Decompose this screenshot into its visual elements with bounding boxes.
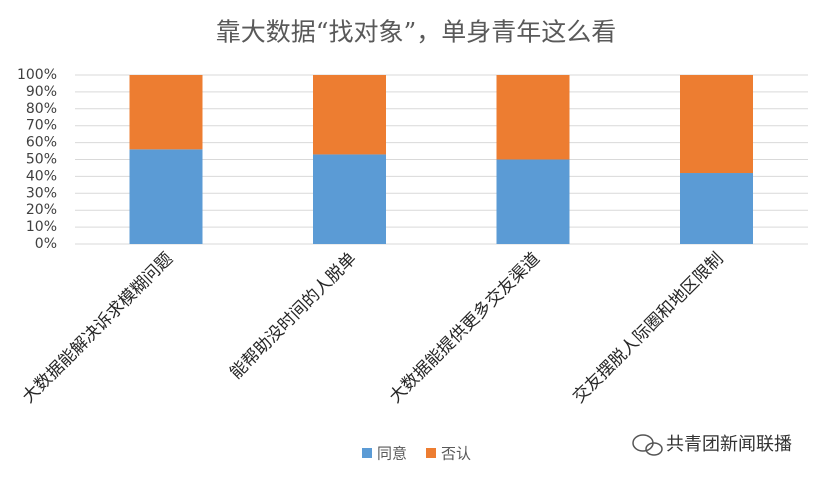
chart-title: 靠大数据“找对象”，单身青年这么看 [216, 18, 617, 47]
bar-segment [680, 75, 753, 174]
y-tick-label: 50% [26, 152, 57, 168]
y-tick-label: 70% [26, 118, 57, 134]
bar-segment [129, 149, 203, 244]
watermark-icon [632, 434, 663, 456]
y-tick-label: 0% [35, 236, 57, 252]
y-tick-label: 10% [26, 219, 57, 235]
legend-label: 否认 [441, 445, 471, 463]
legend-swatch [362, 448, 372, 458]
legend-label: 同意 [377, 445, 407, 463]
legend-swatch [426, 448, 436, 458]
y-tick-label: 20% [26, 202, 57, 218]
y-tick-label: 60% [26, 135, 57, 151]
y-tick-label: 80% [26, 101, 57, 117]
y-tick-label: 90% [26, 84, 57, 100]
bar-segment [129, 75, 203, 150]
bar-segment [313, 75, 386, 155]
bar-segment [496, 159, 570, 244]
bar-segment [680, 173, 753, 244]
y-tick-label: 40% [26, 168, 57, 184]
bar-segment [313, 154, 386, 244]
y-tick-label: 30% [26, 185, 57, 201]
watermark: 共青团新闻联播 [666, 434, 792, 455]
bar-segment [496, 75, 570, 160]
y-tick-label: 100% [17, 67, 57, 83]
